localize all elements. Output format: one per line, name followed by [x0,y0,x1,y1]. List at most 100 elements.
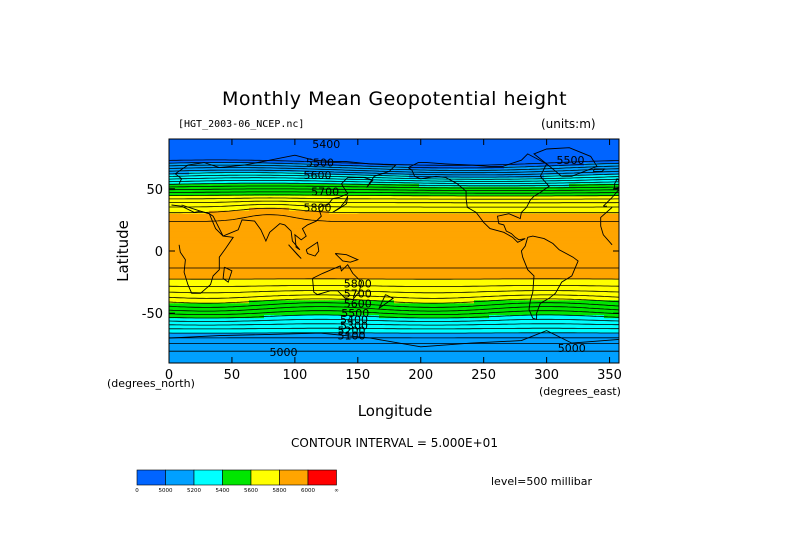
field-cell [379,258,385,263]
field-cell [549,285,555,289]
field-cell [169,195,175,200]
field-cell [464,273,470,277]
field-cell [504,273,510,277]
field-cell [364,240,370,245]
field-cell [599,198,605,203]
field-cell [219,210,225,215]
field-cell [354,195,360,200]
field-cell [254,285,260,289]
field-cell [559,139,565,143]
field-cell [494,139,500,143]
field-cell [559,300,565,304]
field-cell [224,201,230,206]
field-cell [514,246,520,251]
field-cell [404,276,410,280]
field-cell [219,168,225,173]
field-cell [549,144,555,149]
field-cell [284,294,290,298]
field-cell [419,139,425,143]
field-cell [279,171,285,176]
field-cell [594,174,600,179]
field-cell [499,279,505,283]
field-cell [359,243,365,248]
field-cell [514,141,520,146]
field-cell [569,288,575,292]
field-cell [449,273,455,277]
field-cell [479,147,485,152]
field-cell [389,195,395,200]
field-cell [284,300,290,304]
field-cell [214,186,220,191]
field-cell [329,273,335,277]
field-cell [454,240,460,245]
field-cell [449,201,455,206]
field-cell [594,189,600,194]
field-cell [419,204,425,209]
field-cell [309,144,315,149]
field-cell [509,300,515,304]
field-cell [444,270,450,274]
field-cell [214,246,220,251]
field-cell [464,150,470,155]
field-cell [414,225,420,230]
field-cell [184,201,190,206]
field-cell [354,291,360,295]
field-cell [259,243,265,248]
field-cell [284,255,290,260]
field-cell [294,225,300,230]
field-cell [244,213,250,218]
field-cell [229,291,235,295]
field-cell [234,285,240,289]
field-cell [479,231,485,236]
field-cell [239,162,245,167]
field-cell [194,144,200,149]
field-cell [374,195,380,200]
field-cell [349,153,355,158]
field-cell [239,141,245,146]
field-cell [554,282,560,286]
field-cell [274,285,280,289]
field-cell [404,249,410,254]
field-cell [534,255,540,260]
field-cell [279,210,285,215]
field-cell [414,147,420,152]
field-cell [229,234,235,239]
field-cell [574,198,580,203]
field-cell [349,228,355,233]
field-cell [364,162,370,167]
field-cell [309,288,315,292]
field-cell [399,147,405,152]
field-cell [264,219,270,224]
field-cell [179,249,185,254]
field-cell [399,153,405,158]
field-cell [509,237,515,242]
field-cell [404,264,410,269]
field-cell [239,282,245,286]
field-cell [259,204,265,209]
field-cell [309,180,315,185]
field-cell [609,255,615,260]
field-cell [509,168,515,173]
field-cell [579,225,585,230]
field-cell [604,186,610,191]
field-cell [269,285,275,289]
field-cell [459,222,465,227]
field-cell [604,273,610,277]
field-cell [429,300,435,304]
field-cell [339,180,345,185]
field-cell [174,189,180,194]
field-cell [199,276,205,280]
field-cell [359,147,365,152]
field-cell [279,207,285,212]
field-cell [254,258,260,263]
field-cell [544,162,550,167]
field-cell [229,189,235,194]
field-cell [239,153,245,158]
field-cell [309,141,315,146]
field-cell [374,291,380,295]
field-cell [544,147,550,152]
field-cell [544,189,550,194]
field-cell [209,216,215,221]
field-cell [204,207,210,212]
field-cell [374,258,380,263]
